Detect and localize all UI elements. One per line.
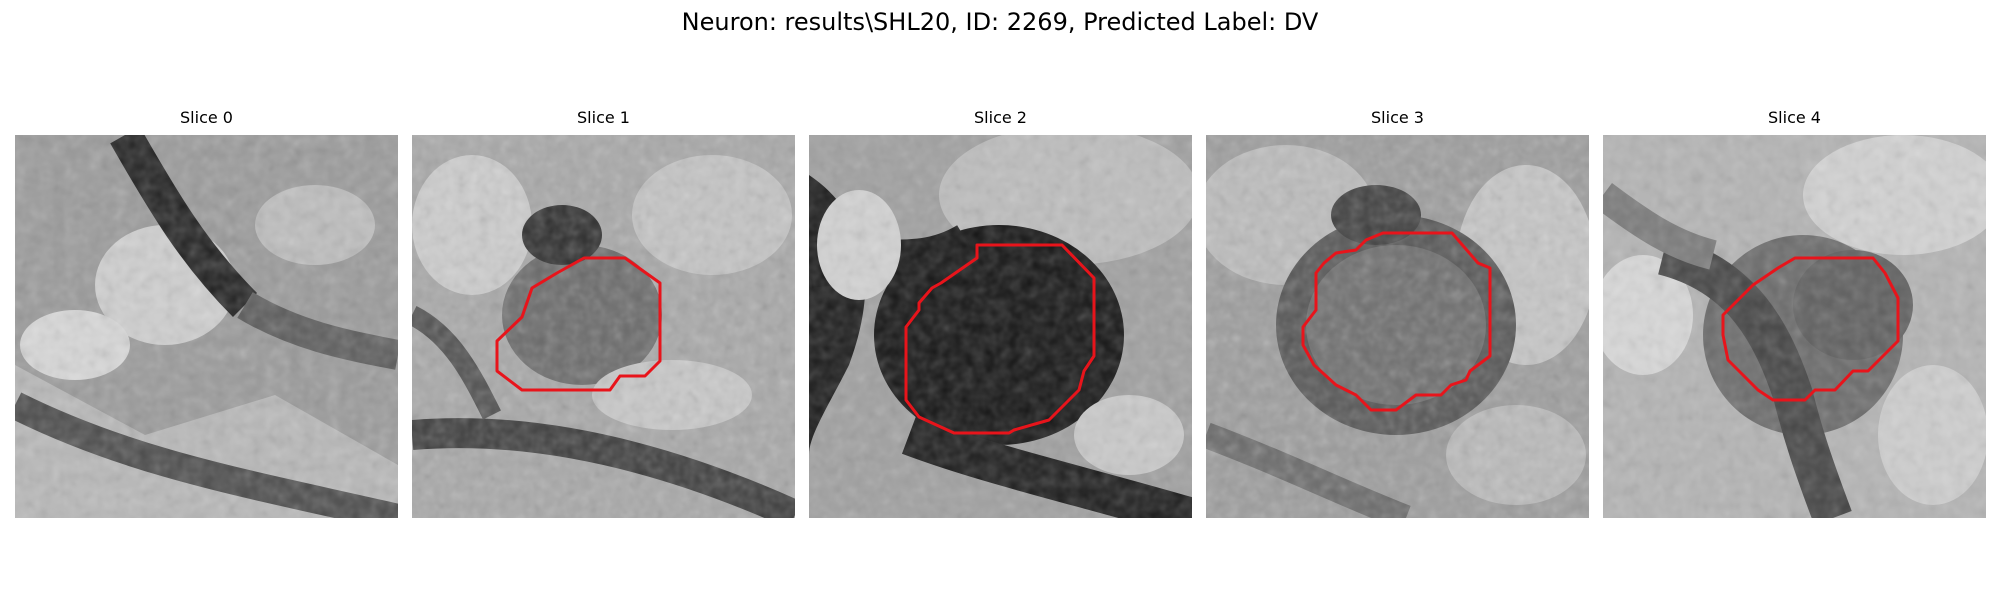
- roi-contour-3: [1301, 231, 1492, 412]
- slice-image-4: [1603, 135, 1986, 518]
- slice-title-4: Slice 4: [1768, 108, 1821, 127]
- slice-image-1: [412, 135, 795, 518]
- slice-title-2: Slice 2: [974, 108, 1027, 127]
- roi-contour-2: [904, 243, 1096, 435]
- slice-panel-1: Slice 1: [412, 106, 795, 518]
- slice-title-0: Slice 0: [180, 108, 233, 127]
- slice-image-2: [809, 135, 1192, 518]
- slice-title-3: Slice 3: [1371, 108, 1424, 127]
- roi-contour-4: [1721, 256, 1900, 402]
- slice-panel-4: Slice 4: [1603, 106, 1986, 518]
- slice-panel-0: Slice 0: [15, 106, 398, 518]
- figure-title: Neuron: results\SHL20, ID: 2269, Predict…: [681, 8, 1319, 36]
- slice-panel-2: Slice 2: [809, 106, 1192, 518]
- slice-title-1: Slice 1: [577, 108, 630, 127]
- roi-contour-1: [495, 256, 662, 392]
- slice-image-0: [15, 135, 398, 518]
- slice-panel-3: Slice 3: [1206, 106, 1589, 518]
- slice-image-3: [1206, 135, 1589, 518]
